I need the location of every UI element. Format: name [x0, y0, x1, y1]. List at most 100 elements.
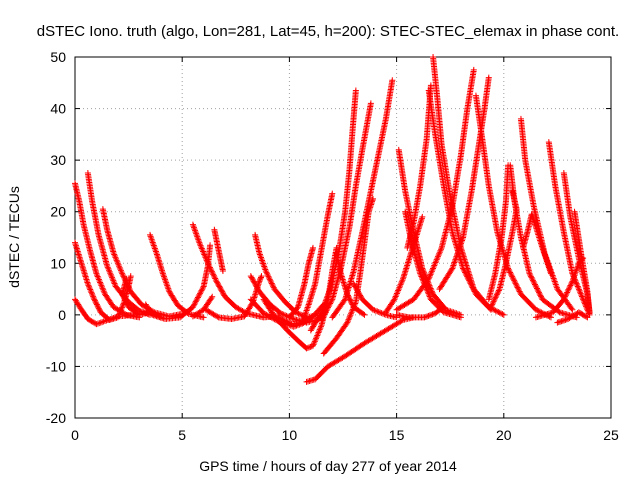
data-point	[357, 293, 364, 300]
data-point	[470, 287, 477, 294]
data-point	[257, 274, 264, 281]
data-point	[93, 270, 100, 277]
data-point	[265, 273, 272, 280]
data-point	[439, 305, 446, 312]
data-point	[322, 297, 329, 304]
data-point	[352, 284, 359, 291]
data-point	[345, 316, 352, 323]
data-point	[509, 274, 516, 281]
data-point	[538, 293, 545, 300]
data-point	[199, 284, 206, 291]
x-tick-label: 0	[71, 427, 79, 443]
data-point	[355, 289, 362, 296]
data-point	[215, 282, 222, 289]
data-series	[275, 190, 336, 328]
data-point	[430, 263, 437, 270]
data-point	[470, 285, 477, 292]
data-point	[534, 307, 541, 314]
data-point	[252, 280, 259, 287]
data-point	[101, 289, 108, 296]
data-point	[198, 245, 205, 252]
data-point	[312, 336, 319, 343]
data-point	[304, 344, 311, 351]
x-ticks: 0 5 10 15 20 25	[71, 57, 619, 443]
data-point	[536, 289, 543, 296]
data-point	[97, 319, 104, 326]
data-point	[457, 243, 464, 250]
data-point	[258, 273, 265, 280]
data-point	[95, 305, 102, 312]
data-point	[575, 284, 582, 291]
data-series	[142, 242, 214, 322]
data-point	[214, 313, 221, 320]
data-series	[72, 180, 143, 321]
data-point	[355, 288, 362, 295]
data-point	[117, 308, 124, 315]
data-point	[328, 297, 335, 304]
data-point	[269, 281, 276, 288]
data-point	[278, 315, 285, 322]
data-point	[267, 277, 274, 284]
data-point	[322, 308, 329, 315]
data-point	[217, 284, 224, 291]
data-point	[219, 268, 226, 275]
data-point	[206, 264, 213, 271]
data-point	[119, 270, 126, 277]
data-point	[94, 302, 101, 309]
data-point	[196, 239, 203, 246]
data-point	[513, 283, 520, 290]
data-point	[391, 296, 398, 303]
data-point	[500, 311, 507, 318]
data-point	[434, 255, 441, 262]
data-point	[296, 311, 303, 318]
data-point	[451, 258, 458, 265]
data-point	[431, 262, 438, 269]
data-point	[440, 304, 447, 311]
data-point	[510, 276, 517, 283]
data-point	[434, 253, 441, 260]
data-point	[200, 248, 207, 255]
y-tick-label: 50	[50, 49, 66, 65]
data-point	[199, 247, 206, 254]
data-point	[419, 266, 426, 273]
data-point	[87, 286, 94, 293]
data-point	[117, 267, 124, 274]
data-point	[104, 262, 111, 269]
data-point	[437, 247, 444, 254]
data-point	[104, 317, 111, 324]
data-point	[104, 264, 111, 271]
data-point	[485, 74, 492, 81]
data-point	[212, 276, 219, 283]
data-point	[346, 313, 353, 320]
data-point	[325, 290, 332, 297]
data-point	[105, 267, 112, 274]
data-point	[564, 289, 571, 296]
data-point	[98, 282, 105, 289]
data-point	[88, 290, 95, 297]
data-point	[576, 287, 583, 294]
data-point	[322, 310, 329, 317]
data-point	[347, 297, 354, 304]
data-point	[294, 305, 301, 312]
data-point	[310, 341, 317, 348]
data-point	[421, 314, 428, 321]
data-point	[394, 305, 401, 312]
data-point	[367, 100, 374, 107]
data-point	[461, 268, 468, 275]
y-tick-label: 40	[50, 101, 66, 117]
data-point	[110, 277, 117, 284]
data-point	[283, 318, 290, 325]
data-point	[341, 297, 348, 304]
data-point	[458, 240, 465, 247]
data-point	[346, 315, 353, 322]
data-point	[324, 306, 331, 313]
data-point	[452, 256, 459, 263]
data-point	[395, 287, 402, 294]
data-point	[345, 293, 352, 300]
data-point	[218, 287, 225, 294]
data-point	[344, 319, 351, 326]
data-point	[295, 310, 302, 317]
data-point	[450, 261, 457, 268]
data-series	[350, 280, 400, 321]
